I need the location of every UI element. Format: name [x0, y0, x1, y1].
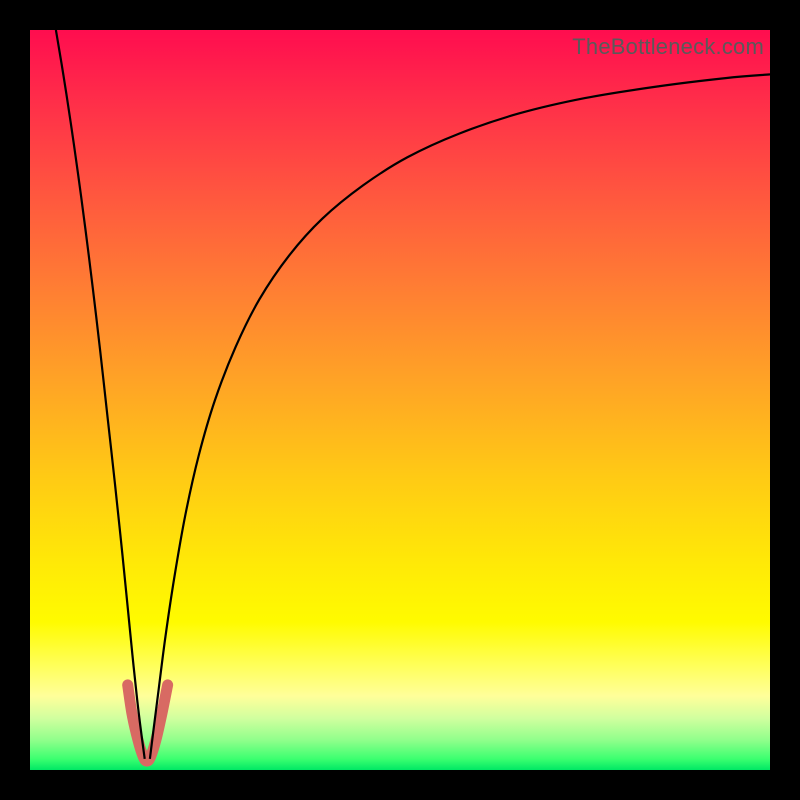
- valley-marker: [128, 685, 168, 761]
- outer-frame: TheBottleneck.com: [0, 0, 800, 800]
- plot-area: TheBottleneck.com: [30, 30, 770, 770]
- curve-layer: [30, 30, 770, 770]
- curve-right-branch: [150, 74, 770, 759]
- curve-left-branch: [56, 30, 145, 759]
- watermark-text: TheBottleneck.com: [572, 34, 764, 60]
